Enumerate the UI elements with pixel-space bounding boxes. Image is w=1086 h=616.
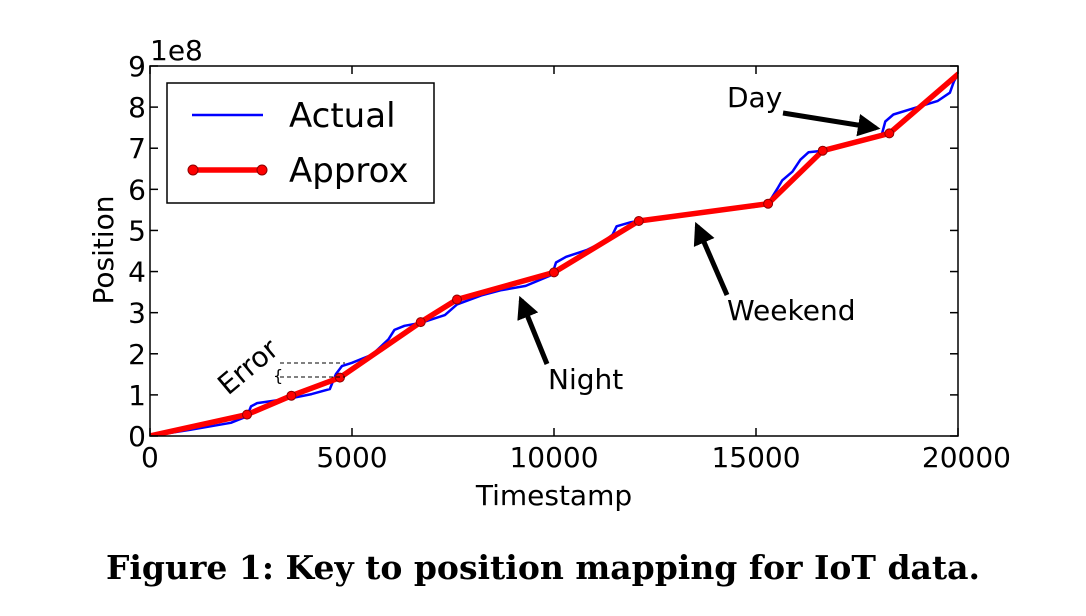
legend-approx-marker-right bbox=[256, 164, 268, 176]
approx-point bbox=[817, 145, 828, 156]
y-tick-label: 5 bbox=[128, 214, 146, 247]
approx-point bbox=[415, 317, 426, 328]
y-tick-label: 1 bbox=[128, 379, 146, 412]
approx-point bbox=[242, 409, 252, 420]
night-annotation: Night bbox=[517, 295, 623, 396]
approx-point bbox=[334, 372, 345, 383]
approx-point bbox=[286, 390, 297, 401]
approx-point bbox=[452, 294, 462, 305]
y-tick-label: 4 bbox=[128, 256, 146, 289]
x-axis-label: Timestamp bbox=[475, 479, 632, 512]
y-tick-label: 8 bbox=[128, 91, 146, 124]
day-arrow bbox=[782, 110, 881, 137]
weekend-arrow bbox=[693, 221, 730, 296]
approx-point bbox=[884, 128, 895, 139]
y-tick-label: 7 bbox=[128, 132, 146, 165]
x-tick-label: 15000 bbox=[711, 441, 800, 474]
y-axis-label: Position bbox=[87, 195, 120, 304]
legend: Actual Approx bbox=[166, 82, 435, 204]
legend-box bbox=[166, 82, 435, 204]
legend-actual-label: Actual bbox=[289, 96, 396, 136]
x-tick-label: 20000 bbox=[922, 441, 1011, 474]
x-tick-label: 10000 bbox=[509, 441, 598, 474]
approx-point bbox=[633, 216, 644, 226]
series-approx-line bbox=[150, 71, 958, 436]
day-label: Day bbox=[727, 81, 782, 114]
y-tick-label: 6 bbox=[128, 173, 146, 206]
y-tick-label: 9 bbox=[128, 50, 146, 83]
approx-point bbox=[763, 198, 774, 209]
legend-approx-marker-left bbox=[187, 164, 199, 176]
legend-approx-label: Approx bbox=[289, 151, 409, 191]
y-exponent-label: 1e8 bbox=[150, 34, 203, 67]
y-tick-label: 2 bbox=[128, 338, 146, 371]
error-brace: { bbox=[273, 366, 283, 385]
y-tick-label: 0 bbox=[128, 420, 146, 453]
day-annotation: Day bbox=[727, 81, 881, 137]
x-tick-label: 5000 bbox=[316, 441, 387, 474]
y-tick-label: 3 bbox=[128, 297, 146, 330]
night-arrow bbox=[517, 295, 550, 365]
night-label: Night bbox=[548, 363, 623, 396]
x-tick-label: 0 bbox=[141, 441, 159, 474]
approx-point bbox=[549, 267, 559, 278]
figure-caption: Figure 1: Key to position mapping for Io… bbox=[105, 548, 981, 587]
weekend-annotation: Weekend bbox=[693, 221, 855, 327]
weekend-label: Weekend bbox=[727, 294, 855, 327]
